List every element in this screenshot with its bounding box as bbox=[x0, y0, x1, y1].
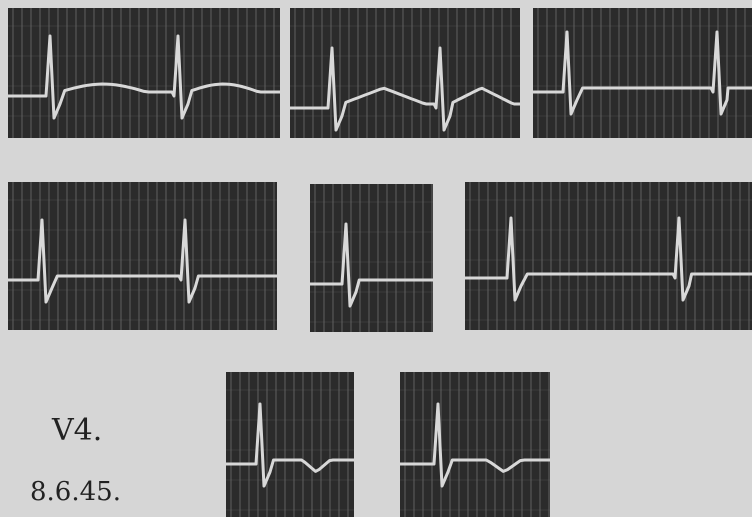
ecg-panel bbox=[310, 184, 433, 332]
lead-label: V4. bbox=[51, 413, 102, 448]
panel-background bbox=[226, 372, 354, 517]
date-label: 8.6.45. bbox=[30, 477, 121, 507]
panel-background bbox=[400, 372, 550, 517]
panel-background bbox=[310, 184, 433, 332]
ecg-panel bbox=[465, 182, 752, 330]
ecg-photograph: V4. 8.6.45. bbox=[0, 0, 752, 517]
ecg-panel bbox=[290, 8, 520, 138]
panel-background bbox=[8, 182, 277, 330]
ecg-panel bbox=[400, 372, 550, 517]
ecg-panel bbox=[226, 372, 354, 517]
ecg-panel bbox=[8, 182, 277, 330]
panel-background bbox=[290, 8, 520, 138]
ecg-panel bbox=[8, 8, 280, 138]
ecg-panel bbox=[533, 8, 752, 138]
